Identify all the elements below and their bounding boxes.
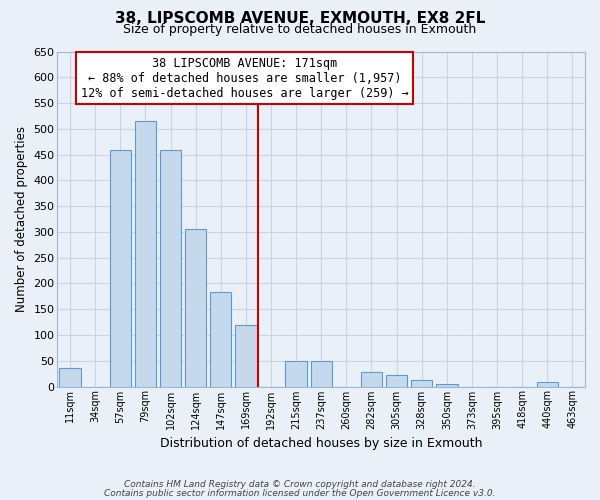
Text: Contains HM Land Registry data © Crown copyright and database right 2024.: Contains HM Land Registry data © Crown c… — [124, 480, 476, 489]
Bar — [210, 292, 232, 386]
Bar — [59, 368, 80, 386]
Bar — [235, 324, 257, 386]
Bar — [386, 375, 407, 386]
Bar — [135, 121, 156, 386]
Text: Size of property relative to detached houses in Exmouth: Size of property relative to detached ho… — [124, 22, 476, 36]
Y-axis label: Number of detached properties: Number of detached properties — [15, 126, 28, 312]
Text: Contains public sector information licensed under the Open Government Licence v3: Contains public sector information licen… — [104, 488, 496, 498]
Bar — [160, 150, 181, 386]
Text: 38 LIPSCOMB AVENUE: 171sqm
← 88% of detached houses are smaller (1,957)
12% of s: 38 LIPSCOMB AVENUE: 171sqm ← 88% of deta… — [81, 56, 409, 100]
Bar — [110, 150, 131, 386]
Bar — [185, 230, 206, 386]
X-axis label: Distribution of detached houses by size in Exmouth: Distribution of detached houses by size … — [160, 437, 482, 450]
Bar — [436, 384, 458, 386]
Bar — [361, 372, 382, 386]
Bar — [286, 360, 307, 386]
Bar — [411, 380, 433, 386]
Bar — [536, 382, 558, 386]
Text: 38, LIPSCOMB AVENUE, EXMOUTH, EX8 2FL: 38, LIPSCOMB AVENUE, EXMOUTH, EX8 2FL — [115, 11, 485, 26]
Bar — [311, 360, 332, 386]
